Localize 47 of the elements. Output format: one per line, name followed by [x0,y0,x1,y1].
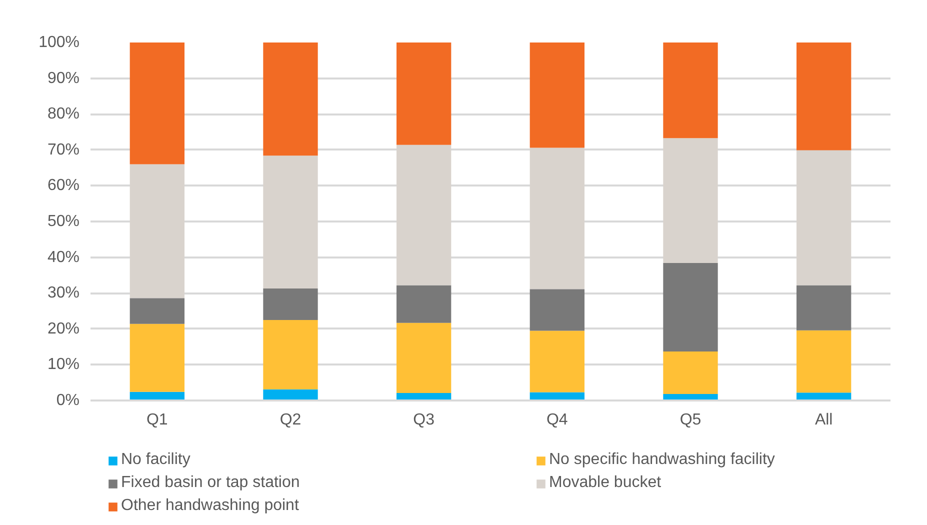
bar [530,289,584,331]
bar [796,42,852,150]
bar [263,389,318,400]
y-tick-label: 60% [47,177,80,194]
legend-label: Fixed basin or tap station [121,473,301,493]
bar [396,322,452,393]
x-tick-label: Q3 [413,412,435,428]
legend-label: No facility [121,450,192,470]
x-tick-label: Q4 [546,412,568,428]
y-tick-label: 90% [47,70,80,87]
bar [663,138,718,264]
x-tick-label: All [814,412,833,428]
bar [663,42,718,138]
bar [396,285,452,323]
bar [530,148,584,290]
bar [130,42,184,164]
y-tick-label: 10% [47,356,80,374]
bar [263,320,318,390]
y-tick-label: 80% [47,106,80,123]
x-tick-label: Q1 [146,412,168,428]
bar [130,298,184,324]
bar [396,42,452,145]
bar [796,150,852,286]
y-tick-label: 30% [47,284,80,302]
bar [530,42,584,148]
bar [663,351,718,394]
legend-label: Other handwashing point [121,496,300,516]
bar [130,164,184,298]
y-tick-label: 50% [47,213,80,230]
bar [796,285,852,330]
bar [263,156,318,288]
bar [663,263,718,352]
y-tick-label: 0% [56,392,80,409]
legend-label: Movable bucket [549,473,662,493]
bar [530,330,584,392]
y-tick-label: 100% [38,34,80,51]
y-tick-label: 20% [47,320,80,338]
bar [263,288,318,320]
y-tick-label: 70% [47,141,80,158]
x-tick-label: Q2 [280,412,302,428]
x-tick-label: Q5 [680,412,702,428]
legend-label: No specific handwashing facility [549,450,776,470]
bar [796,330,852,393]
y-tick-label: 40% [47,248,80,266]
bar [130,324,184,392]
bar [263,42,318,156]
bar [396,144,452,286]
